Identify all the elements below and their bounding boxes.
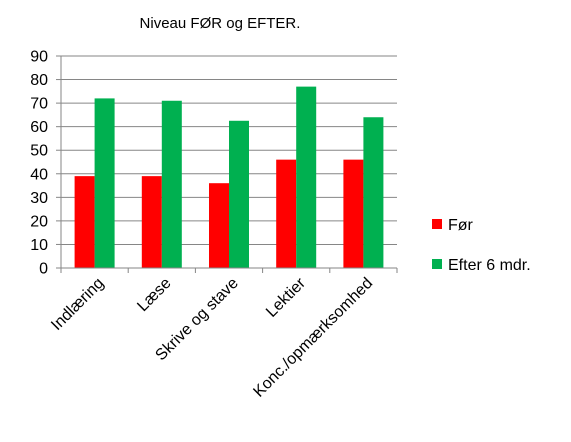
x-category-label: Indlæring (48, 275, 107, 334)
bars (74, 86, 384, 269)
legend-swatch-for (432, 219, 442, 229)
y-tick-label: 40 (30, 166, 48, 183)
y-axis-ticks: 0 10 20 30 40 50 60 70 80 90 (30, 49, 62, 278)
y-tick-label: 70 (30, 96, 48, 113)
bar-efter-3 (296, 86, 317, 268)
y-tick-label: 50 (30, 143, 48, 160)
x-category-label: Læse (134, 275, 174, 315)
y-tick-label: 90 (30, 49, 48, 66)
y-tick-label: 20 (30, 213, 48, 230)
legend-label-efter: Efter 6 mdr. (448, 257, 531, 274)
bar-for-1 (141, 176, 162, 268)
bar-for-2 (209, 183, 229, 268)
bar-efter-0 (94, 98, 115, 269)
legend: Før Efter 6 mdr. (432, 217, 531, 274)
x-category-label: Lektier (263, 274, 309, 320)
bar-efter-4 (363, 117, 384, 268)
y-tick-label: 10 (30, 237, 48, 254)
y-tick-label: 80 (30, 72, 48, 89)
y-tick-label: 60 (30, 119, 48, 136)
y-tick-label: 0 (39, 261, 48, 278)
y-tick-label: 30 (30, 190, 48, 207)
bar-efter-2 (229, 120, 249, 269)
legend-swatch-efter (432, 259, 442, 269)
legend-label-for: Før (448, 217, 474, 234)
bar-efter-1 (161, 100, 182, 268)
bar-for-4 (343, 159, 364, 268)
bar-for-0 (74, 176, 95, 268)
chart-title: Niveau FØR og EFTER. (140, 15, 301, 32)
bar-for-3 (276, 159, 297, 268)
x-category-label: Konc./opmærksomhed (250, 275, 376, 401)
